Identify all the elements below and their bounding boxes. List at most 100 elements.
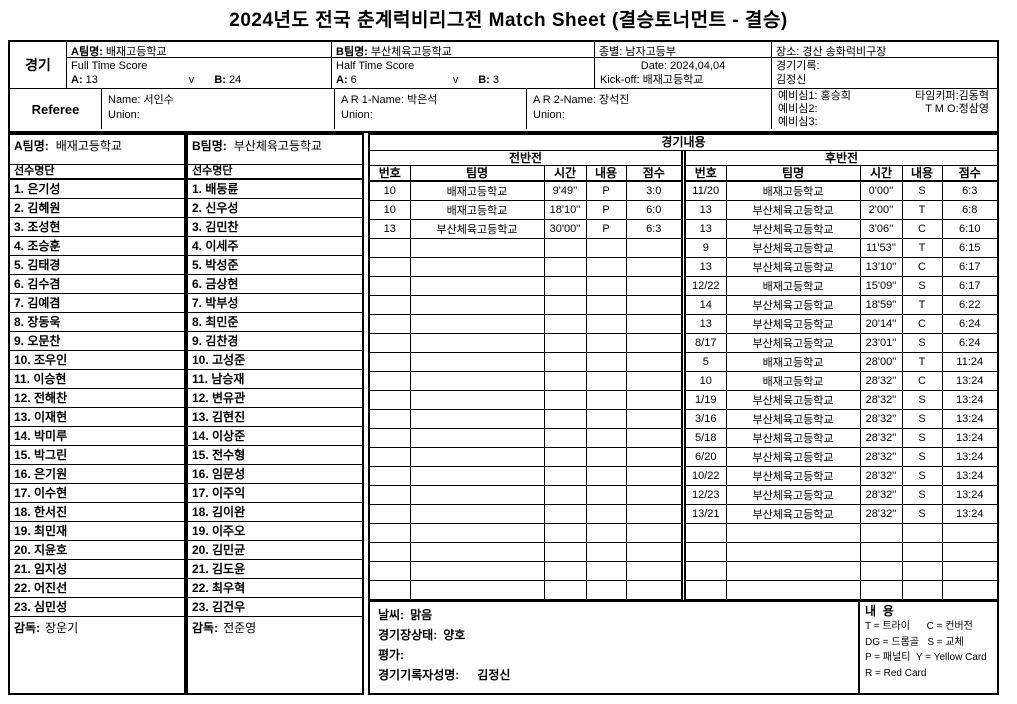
match-event-cell [370,333,410,353]
player-row: 7. 박부성 [188,294,362,313]
match-event-cell: 부산체육고등학교 [725,428,860,448]
match-event-cell: 13:24 [941,409,997,429]
match-event-cell: 28'32'' [859,466,902,486]
match-event-cell [409,466,544,486]
match-event-cell [585,523,626,543]
match-event-cell [901,561,942,581]
match-event-row: 9 부산체육고등학교 11'53'' T 6:15 [686,238,997,258]
roster-team-b: B팀명: 부산체육고등학교 선수명단 1. 배동륜 2. 신우성 3. 김민찬 4. 이… [186,133,364,695]
match-event-cell: 28'32'' [859,390,902,410]
match-event-cell [585,390,626,410]
match-event-row: 1/19 부산체육고등학교 28'32'' S 13:24 [686,390,997,410]
category-line: 종별: 남자고등부 [595,42,771,58]
match-event-cell: 부산체육고등학교 [725,219,860,239]
half-time-score-title: Half Time Score [336,60,415,72]
match-event-cell: 13:24 [941,485,997,505]
category-value: 남자고등부 [625,46,676,58]
match-event-cell: 부산체육고등학교 [725,200,860,220]
recorder-block: 경기기록: 김정신 [772,58,997,88]
match-event-cell: 13:24 [941,371,997,391]
match-event-cell: 5/18 [686,428,726,448]
match-event-cell [543,466,586,486]
match-event-cell [370,561,410,581]
match-event-cell [585,371,626,391]
match-event-cell [543,504,586,524]
match-event-cell [585,428,626,448]
col-team: 팀명 [409,166,544,182]
match-event-cell [625,409,681,429]
match-event-cell: T [901,200,942,220]
match-event-cell [859,542,902,562]
match-event-cell: 28'32'' [859,409,902,429]
team-b-label: B팀명: [336,46,368,58]
match-event-cell: 23'01'' [859,333,902,353]
reserve-referee-2: 예비심2: [778,103,818,115]
score-a-label: A: [336,74,348,86]
match-event-cell: S [901,409,942,429]
match-event-cell: S [901,485,942,505]
match-event-cell [543,580,586,600]
match-event-cell: S [901,428,942,448]
match-event-cell [370,238,410,258]
match-event-cell [370,352,410,372]
match-event-cell: P [585,200,626,220]
match-event-cell: 6:17 [941,276,997,296]
col-score: 점수 [625,166,681,182]
match-event-row-empty [370,238,681,258]
match-event-cell: S [901,466,942,486]
match-event-cell: 13/21 [686,504,726,524]
match-event-cell [625,314,681,334]
match-event-cell: 3:0 [625,181,681,201]
match-event-row-empty [370,390,681,410]
player-row: 10. 고성준 [188,351,362,370]
player-row: 14. 이상준 [188,427,362,446]
match-event-cell [543,428,586,448]
match-event-row-empty [686,580,997,600]
match-event-cell [625,485,681,505]
match-event-cell: 28'32'' [859,485,902,505]
player-row: 1. 은기성 [10,180,184,199]
player-row: 5. 박성준 [188,256,362,275]
match-event-cell [370,504,410,524]
match-event-cell [625,371,681,391]
player-row: 20. 지윤호 [10,541,184,560]
evaluation-label: 평가: [378,648,405,662]
coach-name: 전준영 [223,621,257,635]
match-event-row-empty [686,542,997,562]
match-event-cell: 부산체육고등학교 [725,466,860,486]
match-event-cell: 9'49'' [543,181,586,201]
match-event-cell [543,257,586,277]
match-event-cell: 12/23 [686,485,726,505]
match-event-cell [409,523,544,543]
match-event-cell [625,561,681,581]
referee-name-cell: Name: 서인수 Union: [102,89,335,129]
match-event-cell [409,333,544,353]
match-event-cell [585,352,626,372]
match-event-cell: 6:0 [625,200,681,220]
weather-value: 맑음 [410,608,433,622]
match-event-cell: 부산체육고등학교 [725,257,860,277]
score-b-value: 24 [229,74,242,86]
score-b-value: 3 [492,74,500,86]
match-event-cell: 배재고등학교 [725,371,860,391]
match-event-cell [370,276,410,296]
ar2-union-label: Union: [533,109,565,121]
match-event-row: 10 배재고등학교 18'10'' P 6:0 [370,200,681,220]
match-event-cell [409,504,544,524]
player-row: 11. 남승재 [188,370,362,389]
score-a-label: A: [71,74,83,86]
match-event-cell: 6:3 [625,219,681,239]
score-a-value: 13 [85,74,98,86]
match-event-cell: 2'00'' [859,200,902,220]
legend-line: T = 트라이 C = 컨버전 [865,621,973,632]
roster-a-team-name: 배재고등학교 [55,139,122,153]
kickoff: Kick-off: 배재고등학교 [600,74,704,86]
match-event-cell [625,466,681,486]
player-row: 19. 이주오 [188,522,362,541]
recorder-line: 경기기록자성명: 김정신 [378,665,850,685]
match-event-cell [543,314,586,334]
match-event-cell [370,371,410,391]
match-event-cell: 28'32'' [859,428,902,448]
match-event-cell: 부산체육고등학교 [725,447,860,467]
match-event-row-empty [370,561,681,581]
